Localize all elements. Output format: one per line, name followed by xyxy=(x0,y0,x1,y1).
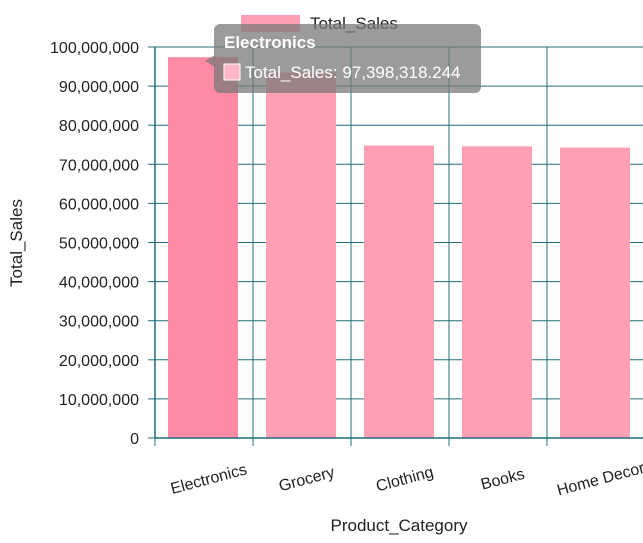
y-tick-label: 70,000,000 xyxy=(59,157,139,174)
tooltip-text: Total_Sales: 97,398,318.244 xyxy=(245,63,461,82)
x-tick-label: Electronics xyxy=(169,461,249,498)
y-tick-label: 30,000,000 xyxy=(59,314,139,331)
bar-electronics[interactable] xyxy=(168,57,238,438)
x-tick-label: Clothing xyxy=(374,464,435,496)
x-axis-title: Product_Category xyxy=(330,516,468,535)
y-tick-label: 10,000,000 xyxy=(59,392,139,409)
tooltip-title: Electronics xyxy=(224,33,316,52)
y-tick-label: 60,000,000 xyxy=(59,196,139,213)
x-axis: Electronics Grocery Clothing Books Home Deco… xyxy=(155,437,643,500)
y-axis: 0 10,000,000 20,000,000 30,000,000 40,000,00… xyxy=(50,40,156,448)
bar-books[interactable] xyxy=(462,146,532,438)
tooltip: Electronics Total_Sales: 97,398,318.244 xyxy=(205,24,481,93)
bars xyxy=(168,57,630,439)
y-tick-label: 20,000,000 xyxy=(59,353,139,370)
x-tick-label: Home Decor xyxy=(555,460,643,500)
tooltip-box xyxy=(214,24,481,93)
x-tick-label: Grocery xyxy=(277,464,336,495)
tooltip-swatch xyxy=(223,63,241,81)
y-tick-label: 0 xyxy=(130,431,139,448)
y-tick-label: 50,000,000 xyxy=(59,236,139,253)
x-tick-label: Books xyxy=(479,466,526,494)
y-tick-label: 100,000,000 xyxy=(50,40,139,57)
tooltip-caret xyxy=(205,55,215,67)
y-tick-label: 40,000,000 xyxy=(59,275,139,292)
y-tick-label: 80,000,000 xyxy=(59,118,139,135)
bar-home-decor[interactable] xyxy=(560,147,630,438)
bar-clothing[interactable] xyxy=(364,145,434,439)
y-tick-label: 90,000,000 xyxy=(59,79,139,96)
y-axis-title: Total_Sales xyxy=(7,199,26,287)
bar-grocery[interactable] xyxy=(266,72,336,438)
